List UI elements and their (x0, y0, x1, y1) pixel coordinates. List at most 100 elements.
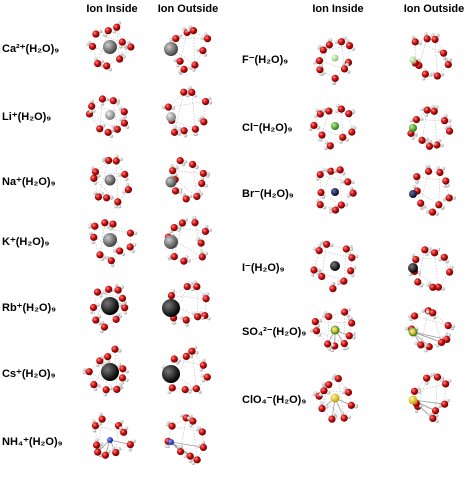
hydrogen (119, 157, 123, 162)
hydrogen-bond (196, 447, 204, 460)
oxygen (188, 88, 196, 96)
oxygen (325, 107, 333, 115)
oxygen (199, 169, 207, 178)
molecular-cluster (313, 36, 355, 86)
hydrogen (313, 114, 318, 118)
hydrogen (185, 93, 190, 98)
hydrogen (114, 204, 118, 209)
hydrogen (119, 45, 123, 49)
oxygen (193, 192, 201, 201)
oxygen (433, 373, 442, 381)
hydrogen (187, 258, 191, 263)
molecular-cluster (408, 372, 452, 423)
oxygen (316, 66, 324, 74)
oxygen (164, 103, 173, 111)
hydrogen-bond (91, 105, 125, 113)
hydrogen (167, 390, 172, 394)
hydrogen (419, 206, 424, 211)
molecular-cluster (161, 85, 213, 138)
hydrogen (196, 444, 201, 449)
hydrogen (177, 69, 182, 74)
hydrogen (341, 171, 346, 176)
hydrogen (198, 390, 202, 394)
oxygen (96, 125, 104, 133)
hydrogen-bond (93, 237, 120, 252)
oxygen (311, 318, 319, 326)
hydrogen (407, 314, 412, 319)
hydrogen-bond (115, 290, 119, 320)
hydrogen-bond (174, 227, 206, 232)
hydrogen (180, 315, 184, 320)
hydrogen-bond (174, 92, 185, 133)
hydrogen (409, 118, 414, 123)
hydrogen (421, 308, 426, 313)
hydrogen-bond (116, 377, 123, 390)
oxygen (103, 62, 111, 70)
oxygen (316, 201, 324, 209)
hydrogen (424, 348, 428, 353)
hydrogen (167, 255, 172, 259)
oxygen (88, 42, 97, 51)
hydrogen (319, 63, 323, 68)
hydrogen-bond (192, 164, 198, 197)
hydrogen (183, 454, 188, 458)
hydrogen (409, 317, 413, 321)
hydrogen (203, 32, 208, 36)
hydrogen (204, 224, 209, 229)
hydrogen (191, 461, 196, 465)
oxygen (315, 247, 323, 255)
hydrogen (109, 226, 113, 231)
hydrogen-bond (348, 323, 352, 336)
hydrogen (354, 404, 358, 409)
molecular-cluster (89, 283, 129, 334)
hydrogen-bond (420, 171, 429, 204)
hydrogen (117, 21, 122, 25)
ion (331, 188, 339, 196)
oxygen (316, 110, 324, 118)
hydrogen (171, 106, 176, 110)
hydrogen (103, 33, 108, 37)
hydrogen (124, 426, 129, 430)
hydrogen (404, 326, 409, 331)
hydrogen (188, 459, 193, 463)
hydrogen (411, 35, 415, 40)
hydrogen-bond (97, 419, 103, 453)
hydrogen (417, 387, 421, 391)
hydrogen (349, 186, 354, 191)
oxygen (94, 448, 102, 456)
oxygen (96, 251, 104, 259)
hydrogen (166, 444, 170, 449)
hydrogen (201, 292, 206, 297)
hydrogen (99, 412, 103, 417)
oxygen (331, 74, 339, 82)
oxygen (444, 321, 452, 330)
oxygen (412, 115, 421, 124)
oxygen (102, 386, 110, 394)
hydrogen (94, 57, 98, 61)
hydrogen (444, 332, 449, 337)
hydrogen (208, 228, 213, 232)
hydrogen (451, 324, 455, 329)
hydrogen-bond (93, 356, 108, 385)
hydrogen-bond (171, 120, 196, 130)
oxygen (181, 386, 189, 394)
oxygen (325, 41, 333, 49)
oxygen (113, 23, 121, 31)
hydrogen (309, 328, 314, 333)
oxygen (189, 160, 197, 169)
hydrogen (194, 165, 199, 170)
oxygen (431, 407, 440, 415)
oxygen (203, 35, 212, 43)
hydrogen (424, 140, 429, 145)
hydrogen (318, 318, 323, 323)
hydrogen-bond (321, 244, 327, 277)
hydrogen (182, 192, 186, 197)
hydrogen (100, 59, 104, 64)
hydrogen-bond (192, 421, 198, 460)
hydrogen (165, 422, 170, 427)
oxygen (91, 168, 100, 176)
hydrogen (192, 311, 196, 316)
ion (331, 54, 339, 62)
hydrogen-bond (332, 280, 345, 289)
hydrogen (114, 283, 119, 288)
